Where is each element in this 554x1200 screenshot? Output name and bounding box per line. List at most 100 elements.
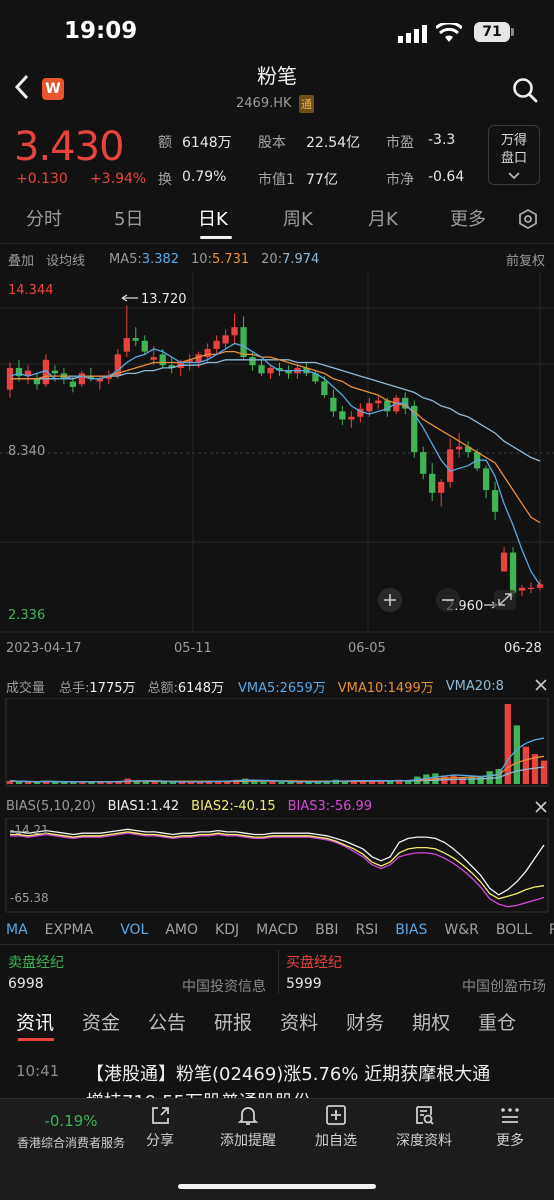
news-tab-profile[interactable]: 资料 bbox=[280, 1012, 319, 1034]
news-tab-financials[interactable]: 财务 bbox=[346, 1012, 385, 1034]
candle-body bbox=[348, 416, 355, 420]
news-tab-announcements[interactable]: 公告 bbox=[148, 1012, 187, 1034]
volume-bar bbox=[278, 781, 285, 784]
wind-quote-panel-button[interactable]: 万得 盘口 bbox=[488, 125, 540, 185]
candle-body bbox=[357, 408, 364, 417]
tab-daily-k[interactable]: 日K bbox=[198, 209, 228, 230]
connect-badge: 通 bbox=[299, 95, 314, 113]
volume-bar bbox=[341, 780, 349, 784]
share-button[interactable]: 分享 bbox=[134, 1104, 186, 1150]
home-indicator bbox=[178, 1184, 376, 1189]
news-tab-info[interactable]: 资讯 bbox=[16, 1012, 55, 1034]
sector-index-change[interactable]: -0.19% bbox=[44, 1112, 98, 1130]
volume-bar bbox=[513, 725, 520, 784]
sell-broker-count: 6998 bbox=[8, 976, 44, 992]
news-item[interactable]: 10:41 【港股通】粉笔(02469)涨5.76% 近期获摩根大通 增持719… bbox=[0, 1048, 554, 1113]
add-watchlist-button[interactable]: 加自选 bbox=[306, 1104, 366, 1150]
candle-body bbox=[258, 365, 265, 374]
candle-body bbox=[312, 373, 319, 382]
stat-value-turnover-rate: 0.79% bbox=[182, 169, 227, 185]
ind-tab-ma[interactable]: MA bbox=[6, 922, 28, 938]
y-axis-mid: 8.340 bbox=[8, 444, 45, 459]
candle-body bbox=[42, 359, 50, 385]
divider bbox=[0, 944, 554, 945]
candle-body bbox=[330, 397, 337, 412]
candle-body bbox=[429, 473, 436, 493]
volume-bar bbox=[260, 781, 267, 784]
sell-broker-title[interactable]: 卖盘经纪 bbox=[8, 955, 64, 971]
overlay-button[interactable]: 叠加 bbox=[8, 254, 35, 269]
candle-body bbox=[393, 397, 400, 412]
volume-bar bbox=[287, 781, 294, 784]
candle-body bbox=[464, 446, 472, 453]
close-bias-icon[interactable] bbox=[534, 800, 548, 814]
buy-broker-count: 5999 bbox=[286, 976, 322, 992]
ind-tab-ps[interactable]: PS bbox=[548, 922, 554, 938]
tab-5day[interactable]: 5日 bbox=[114, 209, 144, 230]
zoom-out-button[interactable] bbox=[436, 588, 460, 612]
candle-body bbox=[267, 367, 274, 374]
x-axis-date-4: 06-28 bbox=[504, 641, 542, 656]
search-icon[interactable] bbox=[512, 77, 538, 103]
volume-bar bbox=[314, 781, 321, 784]
candle-body bbox=[447, 449, 454, 482]
candle-body bbox=[482, 468, 490, 491]
ind-tab-rsi[interactable]: RSI bbox=[355, 922, 379, 938]
vma20-line bbox=[9, 766, 545, 783]
candle-body bbox=[24, 370, 32, 377]
zoom-in-button[interactable] bbox=[378, 588, 402, 612]
ind-tab-wr[interactable]: W&R bbox=[444, 922, 479, 938]
ind-tab-bbi[interactable]: BBI bbox=[315, 922, 339, 938]
cellular-signal-icon bbox=[398, 25, 427, 43]
news-tab-holdings[interactable]: 重仓 bbox=[478, 1012, 517, 1034]
news-tab-research[interactable]: 研报 bbox=[214, 1012, 253, 1034]
sector-index-name[interactable]: 香港综合消费者服务 bbox=[16, 1136, 125, 1150]
stat-value-pe: -3.3 bbox=[428, 132, 456, 148]
volume-bar bbox=[187, 781, 195, 784]
deep-data-button[interactable]: 深度资料 bbox=[388, 1104, 460, 1150]
ind-tab-vol[interactable]: VOL bbox=[120, 922, 149, 938]
add-alert-button[interactable]: 添加提醒 bbox=[212, 1104, 284, 1150]
ind-tab-boll[interactable]: BOLL bbox=[495, 922, 532, 938]
total-amount-value: 6148万 bbox=[177, 681, 224, 696]
tab-more[interactable]: 更多 bbox=[450, 209, 486, 230]
candle-body bbox=[420, 452, 427, 474]
fullscreen-button[interactable] bbox=[494, 590, 516, 610]
volume-bar bbox=[24, 781, 32, 784]
tab-weekly-k[interactable]: 周K bbox=[283, 209, 313, 230]
volume-legend: 成交量 总手: 1775万 总额: 6148万 VMA5:2659万 VMA10… bbox=[6, 677, 504, 696]
candle-body bbox=[213, 340, 220, 349]
settings-icon[interactable] bbox=[517, 208, 539, 230]
volume-bar bbox=[251, 780, 258, 784]
vma5-line bbox=[9, 737, 545, 783]
status-time: 19:09 bbox=[64, 18, 138, 44]
bottom-toolbar bbox=[0, 1098, 554, 1200]
volume-bar bbox=[169, 781, 177, 784]
news-tab-options[interactable]: 期权 bbox=[412, 1012, 451, 1034]
battery-indicator: 71 bbox=[474, 22, 510, 42]
ind-tab-macd[interactable]: MACD bbox=[256, 922, 299, 938]
news-tab-funds[interactable]: 资金 bbox=[82, 1012, 121, 1034]
kline-chart[interactable]: 14.344 8.340 2.336 13.720 2.960 2023-04-… bbox=[0, 272, 554, 662]
volume-bar bbox=[504, 704, 511, 784]
tab-monthly-k[interactable]: 月K bbox=[368, 209, 398, 230]
candle-body bbox=[411, 405, 418, 453]
bias3-value: BIAS3:-56.99 bbox=[287, 799, 373, 814]
stat-label-shares: 股本 bbox=[258, 135, 286, 151]
ma-settings-button[interactable]: 设均线 bbox=[46, 254, 86, 269]
buy-broker-title[interactable]: 买盘经纪 bbox=[286, 955, 342, 971]
stock-code: 2469.HK bbox=[236, 96, 292, 111]
ind-tab-amo[interactable]: AMO bbox=[165, 922, 199, 938]
close-volume-icon[interactable] bbox=[534, 678, 548, 692]
stat-label-pb: 市净 bbox=[386, 172, 414, 188]
adjust-mode-button[interactable]: 前复权 bbox=[506, 254, 546, 269]
ind-tab-expma[interactable]: EXPMA bbox=[44, 922, 94, 938]
volume-bar bbox=[205, 780, 213, 784]
candle-body bbox=[159, 354, 166, 366]
back-button[interactable] bbox=[14, 74, 30, 107]
ind-tab-kdj[interactable]: KDJ bbox=[215, 922, 240, 938]
volume-bar bbox=[79, 781, 86, 784]
more-button[interactable]: 更多 bbox=[486, 1104, 534, 1150]
ind-tab-bias[interactable]: BIAS bbox=[395, 922, 428, 938]
tab-intraday[interactable]: 分时 bbox=[26, 209, 62, 230]
